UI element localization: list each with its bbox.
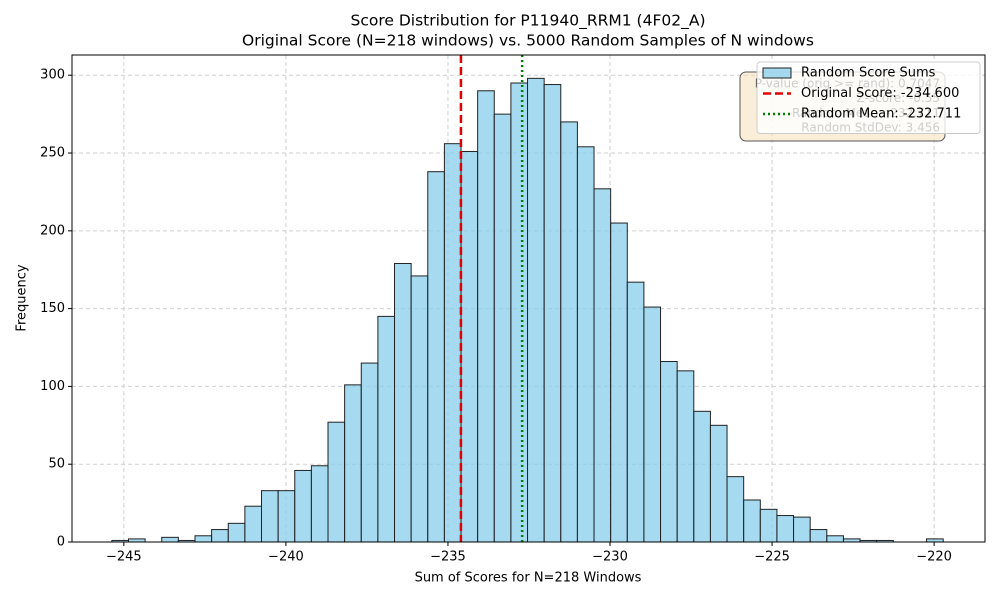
legend-label: Random Mean: -232.711 — [801, 107, 961, 122]
histogram-bar — [410, 275, 429, 543]
legend-box — [756, 61, 981, 134]
histogram-bar — [776, 515, 795, 543]
histogram-bar — [427, 171, 445, 543]
y-tick-label: 100 — [40, 379, 65, 394]
plot-frame — [71, 54, 986, 543]
legend-swatch — [762, 67, 792, 79]
chart-title: Score Distribution for P11940_RRM1 (4F02… — [351, 12, 706, 31]
histogram-bar — [693, 410, 711, 543]
histogram-bar — [726, 476, 745, 543]
y-tick-label: 0 — [57, 535, 65, 550]
histogram-bar — [527, 77, 545, 543]
histogram-bar — [660, 361, 678, 543]
histogram-bar — [194, 535, 213, 543]
histogram-bar — [327, 421, 346, 543]
x-tick-label: −225 — [754, 550, 790, 565]
y-tick-label: 250 — [40, 146, 65, 161]
histogram-bar — [560, 121, 578, 543]
histogram-bar — [576, 146, 595, 543]
histogram-bar — [261, 490, 279, 543]
legend-label: Random Score Sums — [801, 66, 936, 81]
y-axis-label: Frequency — [15, 264, 30, 331]
histogram-bar — [610, 222, 628, 543]
histogram-bar — [510, 82, 529, 543]
histogram-bar — [227, 522, 246, 543]
histogram-bar — [676, 370, 695, 543]
histogram-bar — [360, 362, 379, 543]
histogram-bar — [394, 262, 412, 543]
legend-label: Original Score: -234.600 — [801, 86, 959, 101]
histogram-bar — [543, 84, 562, 543]
histogram-bar — [626, 281, 645, 543]
histogram-bar — [709, 424, 728, 543]
histogram-bar — [294, 469, 312, 543]
chart-subtitle: Original Score (N=218 windows) vs. 5000 … — [242, 32, 814, 50]
histogram-bar — [161, 536, 179, 543]
histogram-bar — [759, 508, 778, 543]
histogram-bar — [443, 143, 462, 543]
x-tick-label: −235 — [430, 550, 466, 565]
histogram-bar — [460, 150, 479, 543]
y-tick-label: 150 — [40, 301, 65, 316]
histogram-bar — [593, 188, 612, 543]
histogram-bar — [493, 113, 512, 543]
histogram-bar — [344, 384, 362, 543]
histogram-bar — [643, 306, 662, 543]
x-tick-label: −240 — [268, 550, 304, 565]
histogram-bar — [743, 499, 761, 543]
y-tick-label: 50 — [48, 457, 65, 472]
histogram-bar — [244, 505, 263, 543]
histogram-bar — [477, 90, 495, 543]
histogram-bar — [809, 529, 828, 543]
histogram-bar — [826, 535, 844, 543]
y-tick-label: 200 — [40, 223, 65, 238]
histogram-bar — [377, 315, 396, 543]
x-axis-label: Sum of Scores for N=218 Windows — [415, 571, 642, 586]
histogram-bar — [277, 490, 296, 543]
x-tick-label: −230 — [592, 550, 628, 565]
x-tick-label: −245 — [106, 550, 142, 565]
x-tick-label: −220 — [916, 550, 952, 565]
histogram-bar — [310, 465, 329, 543]
histogram-bar — [211, 529, 229, 543]
histogram-bar — [793, 516, 811, 543]
y-tick-label: 300 — [40, 68, 65, 83]
